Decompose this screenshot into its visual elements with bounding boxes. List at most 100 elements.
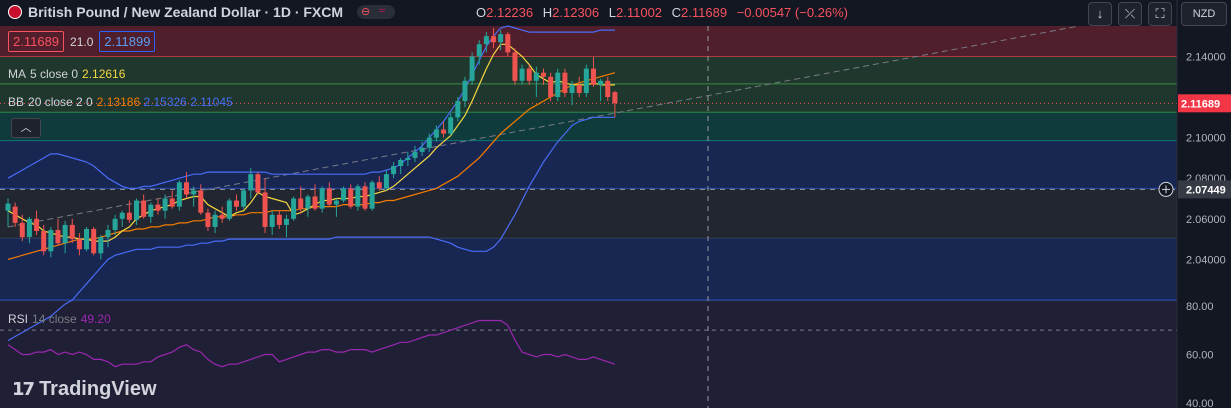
candle-body-72 (519, 68, 525, 81)
sell-button[interactable]: 2.11689 (8, 31, 65, 52)
chevron-up-icon: ︿ (20, 122, 32, 134)
candle-body-23 (169, 198, 175, 207)
candle-body-66 (476, 44, 482, 57)
maximize-icon: ⛶ (1155, 6, 1165, 21)
zone-band-5 (0, 188, 1177, 239)
crosshair-price-box (1178, 180, 1231, 199)
rsi-value: 49.20 (80, 312, 111, 326)
candle-body-9 (69, 224, 75, 240)
candle-body-67 (483, 36, 489, 45)
candle-body-7 (55, 229, 61, 244)
ohlc-values: O2.12236 H2.12306 L2.11002 C2.11689 −0.0… (476, 5, 854, 20)
open-label: O (476, 5, 487, 20)
price-tick-label: 2.14000 (1186, 51, 1226, 63)
bb-upper-value: 2.15326 (143, 95, 187, 109)
candle-body-43 (312, 196, 318, 209)
collapse-legend-button[interactable]: ︿ (11, 118, 41, 138)
candle-body-76 (548, 76, 554, 98)
rsi-tick-label: 40.00 (1186, 398, 1214, 408)
candle-body-52 (376, 182, 382, 189)
candle-body-40 (291, 198, 297, 219)
candle-body-57 (412, 151, 418, 158)
zone-band-0 (0, 26, 1177, 57)
close-label: C (671, 5, 682, 20)
candle-body-42 (305, 196, 311, 209)
candle-body-10 (76, 239, 82, 250)
ma-params: 5 close 0 (30, 67, 79, 81)
ma-line (7, 43, 615, 242)
candle-body-31 (226, 200, 232, 219)
buy-button[interactable]: 2.11899 (99, 31, 156, 52)
last-price-box (1178, 94, 1231, 113)
candle-body-4 (34, 218, 40, 231)
candle-body-16 (119, 212, 125, 219)
maximize-pane-button[interactable]: ⛶ (1148, 2, 1172, 26)
rsi-pane-bg (0, 301, 1177, 408)
candle-body-60 (433, 129, 439, 138)
candle-body-49 (355, 186, 361, 207)
candle-body-32 (233, 200, 239, 207)
arrow-down-icon: ↓ (1096, 6, 1104, 21)
candle-body-21 (155, 204, 161, 211)
bb-lower-value: 2.11045 (190, 95, 233, 109)
rsi-legend[interactable]: RSI 14 close 49.20 (8, 312, 111, 326)
candle-body-65 (469, 56, 475, 81)
visibility-toggle[interactable]: ⊖ ≈ (357, 5, 396, 19)
candle-body-68 (491, 36, 497, 43)
candle-body-28 (205, 212, 211, 227)
candle-body-56 (405, 157, 411, 160)
brand-name: TradingView (39, 378, 157, 400)
high-value: 2.12306 (552, 5, 600, 20)
candle-body-22 (162, 198, 168, 211)
candle-body-84 (605, 80, 611, 98)
candle-body-61 (441, 129, 447, 134)
currency-selector[interactable]: NZD (1181, 2, 1227, 26)
candle-body-46 (333, 200, 339, 205)
candle-body-41 (298, 198, 304, 209)
ma-legend[interactable]: MA 5 close 0 2.12616 (8, 67, 125, 81)
candle-body-82 (590, 68, 596, 85)
rsi-params: 14 close (32, 312, 77, 326)
candle-body-14 (105, 229, 111, 238)
candle-body-38 (276, 214, 282, 225)
candle-body-77 (555, 72, 561, 98)
candle-body-44 (319, 188, 325, 209)
bb-lower-line (7, 116, 615, 342)
collapse-pane-button[interactable]: ⤫ (1118, 2, 1142, 26)
bb-upper-line (7, 25, 615, 189)
high-label: H (542, 5, 553, 20)
symbol-title[interactable]: British Pound / New Zealand Dollar · 1D … (28, 4, 344, 20)
change-value: −0.00547 (−0.26%) (736, 5, 849, 20)
candle-body-13 (98, 237, 104, 254)
gb-flag-icon (8, 5, 22, 19)
candle-body-83 (598, 80, 604, 85)
candle-body-6 (48, 229, 54, 252)
candle-body-58 (419, 147, 425, 152)
wave-icon: ≈ (379, 5, 386, 17)
candle-body-79 (569, 84, 575, 93)
candle-body-50 (362, 186, 368, 209)
zone-band-4 (0, 140, 1177, 189)
candle-body-80 (576, 84, 582, 93)
bb-legend[interactable]: BB 20 close 2 0 2.13186 2.15326 2.11045 (8, 95, 233, 109)
candle-body-39 (283, 218, 289, 225)
candle-body-70 (505, 34, 511, 53)
trade-panel: 2.11689 21.0 2.11899 (8, 31, 156, 52)
scroll-down-button[interactable]: ↓ (1088, 2, 1112, 26)
price-tick-label: 2.06000 (1186, 214, 1226, 226)
candle-body-27 (198, 190, 204, 213)
candle-body-53 (383, 174, 389, 189)
candle-body-19 (141, 200, 147, 217)
candle-body-85 (612, 92, 618, 104)
candle-body-3 (26, 218, 32, 238)
candle-body-78 (562, 72, 568, 93)
spread-value: 21.0 (70, 34, 94, 49)
candle-body-48 (348, 188, 354, 207)
low-label: L (608, 5, 616, 20)
candle-body-26 (191, 190, 197, 195)
bb-basis-value: 2.13186 (96, 95, 141, 109)
candle-body-17 (126, 212, 132, 220)
candle-body-45 (326, 188, 332, 205)
candle-body-29 (212, 214, 218, 227)
